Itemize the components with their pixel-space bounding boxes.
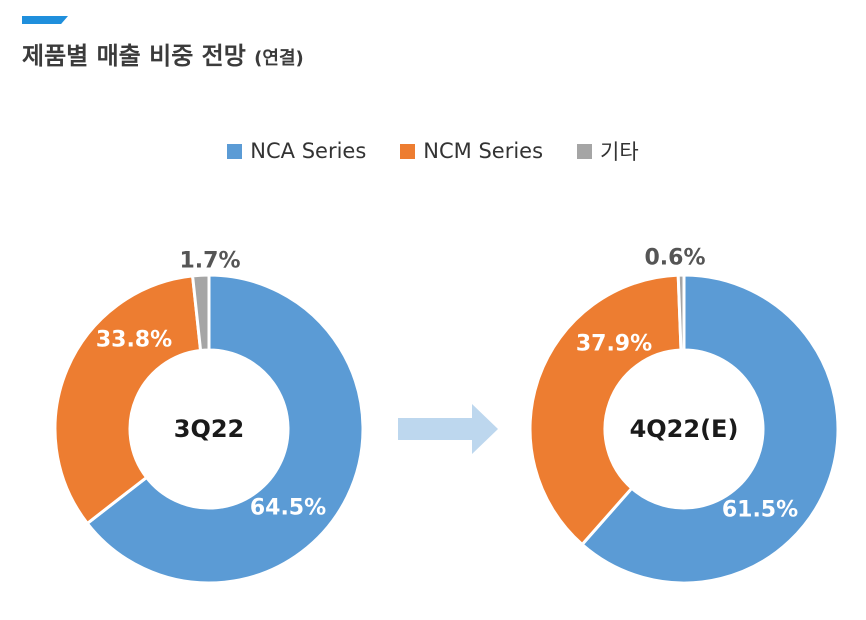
title-accent-bar bbox=[22, 16, 68, 24]
title-subtitle: (연결) bbox=[254, 48, 304, 69]
data-label-other-3q22: 1.7% bbox=[179, 249, 240, 274]
slice-nca-3q22 bbox=[85, 273, 365, 585]
legend-item-other: 기타 bbox=[577, 136, 639, 166]
legend-swatch-ncm bbox=[400, 143, 416, 159]
legend-item-ncm: NCM Series bbox=[400, 139, 543, 163]
title-text: 제품별 매출 비중 전망 bbox=[22, 42, 246, 70]
slice-other-3q22 bbox=[191, 273, 211, 352]
donut-chart-3q22: 64.5% 33.8% 1.7% 3Q22 bbox=[53, 249, 365, 585]
data-label-other-4q22e: 0.6% bbox=[644, 246, 705, 271]
slice-ncm-3q22 bbox=[53, 274, 203, 525]
legend-swatch-nca bbox=[227, 143, 243, 159]
legend-label-other: 기타 bbox=[600, 140, 639, 164]
data-label-ncm-4q22e: 37.9% bbox=[576, 332, 652, 357]
slice-nca-4q22e bbox=[580, 273, 840, 585]
slice-ncm-4q22e bbox=[528, 273, 683, 547]
legend-swatch-other bbox=[577, 143, 593, 159]
center-label-3q22: 3Q22 bbox=[174, 415, 245, 443]
legend-label-nca: NCA Series bbox=[250, 139, 367, 163]
legend-label-ncm: NCM Series bbox=[423, 139, 544, 163]
legend-item-nca: NCA Series bbox=[227, 139, 366, 163]
data-label-nca-3q22: 64.5% bbox=[250, 496, 326, 521]
page-title: 제품별 매출 비중 전망 (연결) bbox=[22, 36, 304, 71]
transition-arrow bbox=[398, 404, 498, 454]
data-label-nca-4q22e: 61.5% bbox=[722, 498, 798, 523]
data-label-ncm-3q22: 33.8% bbox=[96, 328, 172, 353]
chart-legend: NCA Series NCM Series 기타 bbox=[0, 136, 866, 166]
donut-chart-4q22e: 61.5% 37.9% 0.6% 4Q22(E) bbox=[528, 246, 840, 585]
center-label-4q22e: 4Q22(E) bbox=[630, 415, 739, 443]
slice-other-4q22e bbox=[676, 273, 686, 352]
